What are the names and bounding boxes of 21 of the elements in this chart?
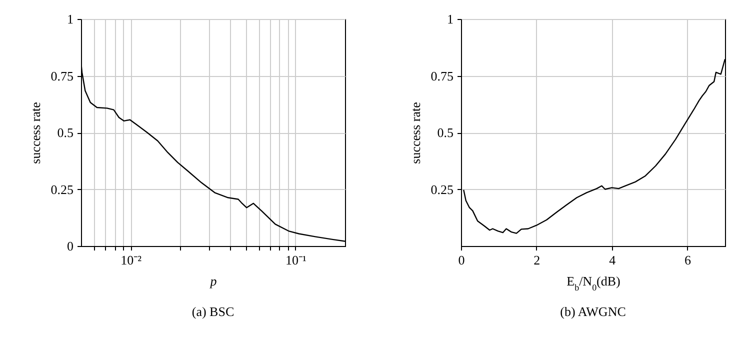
y-tick-label: 0.75 <box>50 68 74 84</box>
x-tick-label: 0 <box>458 252 465 268</box>
x-axis-title: p <box>209 274 218 288</box>
text: (b) AWGNC <box>560 304 626 319</box>
x-tick-label: 2 <box>534 252 540 268</box>
x-tick-label: 10⁻² <box>120 252 142 268</box>
y-tick-label: 0.5 <box>437 125 454 140</box>
y-tick-label: 0 <box>67 238 74 254</box>
x-axis-title: E$_{b}$/N$_{0}$(dB) <box>566 274 620 292</box>
x-tick-label: 6 <box>684 252 692 268</box>
y-tick-label: 1 <box>67 12 74 26</box>
text: (a) BSC <box>192 304 234 319</box>
y-tick-label: 0.25 <box>430 182 454 197</box>
y-tick-label: 0.75 <box>430 68 454 84</box>
y-tick-label: 1 <box>447 12 454 26</box>
y-axis-title: success rate <box>28 102 43 164</box>
x-tick-label: 10⁻¹ <box>285 252 306 268</box>
y-axis-title: success rate <box>408 102 423 164</box>
y-tick-label: 0.25 <box>50 182 74 197</box>
y-tick-label: 0.5 <box>57 125 74 140</box>
x-tick-label: 4 <box>609 252 616 268</box>
